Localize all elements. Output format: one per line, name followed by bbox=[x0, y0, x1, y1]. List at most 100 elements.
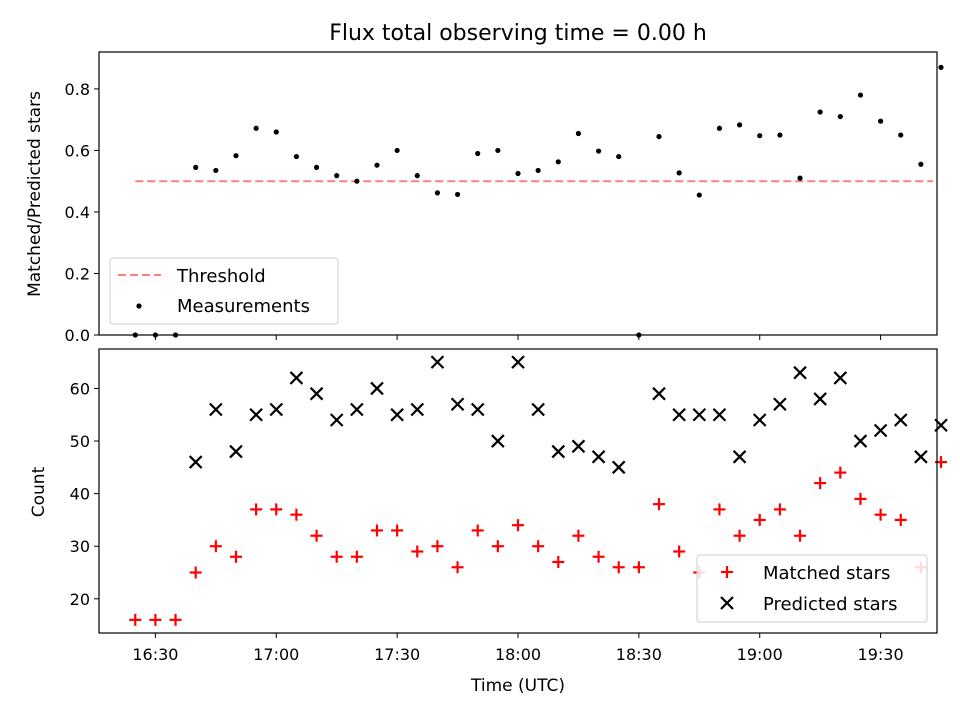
bottom-y-tick-label: 20 bbox=[70, 590, 90, 609]
top-y-tick-label: 0.0 bbox=[65, 326, 90, 345]
measurement-point bbox=[414, 173, 420, 179]
matched-star-point bbox=[512, 519, 524, 532]
predicted-star-point bbox=[652, 386, 666, 401]
bottom-y-tick-label: 50 bbox=[70, 432, 90, 451]
measurement-point bbox=[757, 133, 763, 139]
legend-predicted-swatch bbox=[720, 596, 734, 610]
top-y-tick-label: 0.2 bbox=[65, 264, 90, 283]
matched-star-point bbox=[270, 503, 283, 516]
predicted-star-point bbox=[672, 407, 686, 422]
bottom-x-tick-label: 19:00 bbox=[737, 645, 783, 664]
matched-star-point bbox=[330, 550, 343, 563]
legend-predicted-marker bbox=[720, 596, 734, 610]
legend-predicted-label: Predicted stars bbox=[763, 594, 897, 615]
measurement-point bbox=[696, 192, 702, 198]
predicted-star-point bbox=[571, 439, 586, 454]
measurement-point bbox=[495, 147, 501, 154]
measurement-point bbox=[595, 148, 602, 154]
measurement-point bbox=[515, 170, 521, 177]
measurement-point bbox=[535, 167, 541, 174]
top-y-tick-label: 0.4 bbox=[65, 203, 90, 222]
matched-star-point bbox=[894, 513, 907, 526]
matched-star-point bbox=[431, 540, 444, 553]
measurement-point bbox=[213, 167, 219, 174]
bottom-y-ticks: 20 30 40 50 60 bbox=[70, 379, 99, 609]
measurement-point bbox=[656, 133, 662, 140]
measurement-point bbox=[233, 153, 239, 159]
measurement-point bbox=[555, 159, 561, 165]
predicted-star-point bbox=[229, 444, 243, 459]
matched-star-point bbox=[129, 613, 142, 626]
matched-star-point bbox=[229, 550, 242, 563]
top-legend: Threshold Measurements bbox=[109, 257, 339, 325]
matched-star-point bbox=[713, 503, 726, 516]
matched-star-point bbox=[310, 529, 323, 542]
bottom-y-tick-label: 30 bbox=[70, 537, 90, 556]
top-ylabel: Matched/Predicted stars bbox=[25, 91, 45, 297]
measurement-point bbox=[313, 164, 320, 170]
measurement-point bbox=[777, 132, 783, 138]
matched-star-point bbox=[552, 556, 565, 568]
matched-star-point bbox=[773, 503, 786, 516]
predicted-star-point bbox=[511, 355, 525, 369]
measurement-point bbox=[797, 175, 803, 181]
matched-star-point bbox=[532, 540, 545, 553]
bottom-legend: Matched stars Predicted stars bbox=[696, 554, 928, 623]
bottom-x-tick-label: 19:30 bbox=[858, 645, 904, 664]
top-title: Flux total observing time = 0.00 h bbox=[329, 21, 707, 46]
predicted-star-point bbox=[853, 434, 868, 448]
matched-star-point bbox=[753, 513, 766, 526]
bottom-x-tick-label: 16:30 bbox=[132, 645, 178, 664]
measurement-point bbox=[857, 92, 864, 98]
predicted-star-point bbox=[813, 392, 827, 406]
predicted-star-point bbox=[773, 397, 787, 412]
predicted-star-point bbox=[209, 402, 223, 417]
measurement-point bbox=[253, 125, 259, 131]
measurement-point bbox=[716, 125, 723, 131]
matched-star-point bbox=[149, 613, 162, 626]
top-legend-box bbox=[109, 257, 339, 325]
legend-matched-label: Matched stars bbox=[763, 563, 890, 584]
legend-matched-marker bbox=[721, 566, 733, 578]
measurement-point bbox=[938, 64, 944, 70]
top-x-ticks bbox=[154, 335, 882, 340]
matched-star-point bbox=[673, 545, 686, 558]
matched-star-point bbox=[209, 540, 222, 553]
predicted-star-point bbox=[793, 365, 807, 380]
predicted-star-point bbox=[350, 402, 364, 417]
matched-star-point bbox=[653, 498, 666, 511]
measurement-point bbox=[293, 153, 300, 160]
legend-threshold-label: Threshold bbox=[176, 266, 266, 287]
predicted-star-point bbox=[370, 381, 384, 396]
measurement-point bbox=[918, 161, 924, 167]
predicted-star-point bbox=[289, 371, 304, 385]
matched-star-point bbox=[854, 492, 867, 505]
measurement-point bbox=[334, 173, 340, 179]
measurement-point bbox=[434, 190, 441, 196]
top-y-tick-label: 0.6 bbox=[65, 141, 90, 160]
predicted-star-point bbox=[732, 450, 747, 464]
matched-star-point bbox=[733, 529, 746, 542]
measurement-point bbox=[817, 109, 823, 115]
measurement-point bbox=[837, 113, 843, 120]
predicted-star-point bbox=[914, 450, 928, 464]
bottom-x-tick-label: 18:30 bbox=[616, 645, 662, 664]
predicted-star-point bbox=[833, 371, 848, 385]
legend-matched-swatch bbox=[721, 566, 733, 578]
matched-star-point bbox=[814, 477, 827, 490]
matched-star-point bbox=[632, 561, 645, 574]
matched-star-point bbox=[451, 561, 464, 574]
measurement-point bbox=[575, 130, 582, 137]
measurement-point bbox=[354, 178, 360, 184]
measurement-point bbox=[273, 129, 279, 135]
bottom-ylabel: Count bbox=[29, 466, 49, 517]
predicted-star-point bbox=[329, 413, 344, 427]
bottom-x-ticks: 16:30 17:00 17:30 18:00 18:30 19:00 19:30 bbox=[132, 633, 904, 664]
matched-star-point bbox=[370, 524, 383, 537]
matched-star-point bbox=[250, 503, 263, 516]
top-y-ticks: 0.0 0.2 0.4 0.6 0.8 bbox=[65, 80, 99, 345]
measurement-point bbox=[676, 170, 682, 176]
predicted-star-point bbox=[692, 407, 707, 422]
predicted-star-point bbox=[893, 413, 908, 427]
matched-star-point bbox=[350, 550, 363, 563]
